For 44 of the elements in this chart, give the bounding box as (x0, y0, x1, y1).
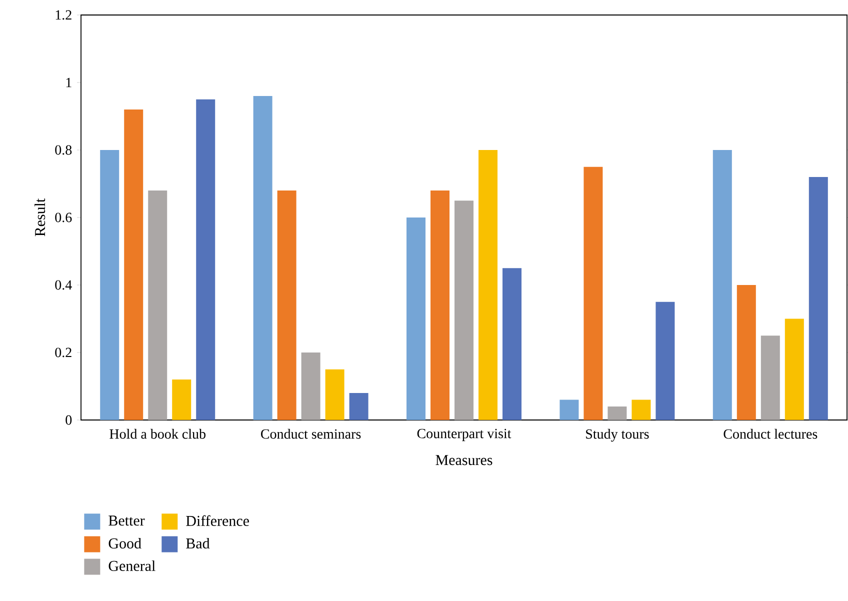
bar (478, 150, 498, 420)
y-tick-label: 1.2 (56, 10, 72, 20)
bar (760, 336, 780, 420)
legend-label: Difference (186, 515, 249, 526)
bar (124, 109, 144, 420)
bar (584, 166, 603, 420)
legend-label: Bad (186, 538, 210, 549)
x-axis-title: Measures (436, 455, 492, 466)
y-tick-label: 0.4 (55, 280, 72, 290)
y-tick-label: 0.2 (55, 348, 72, 358)
bar (608, 406, 627, 420)
bar (349, 393, 368, 420)
bar (100, 150, 120, 420)
bar (253, 96, 272, 420)
bar (712, 150, 732, 420)
bar (656, 302, 675, 420)
bar (632, 400, 651, 420)
bar (301, 352, 320, 420)
bar (148, 190, 168, 420)
x-tick-label: Conduct seminars (261, 428, 361, 439)
x-tick-label: Study tours (586, 428, 649, 442)
bar (325, 369, 344, 420)
legend-label: General (108, 560, 156, 571)
y-tick-label: 1 (66, 78, 72, 88)
bar (406, 217, 426, 420)
bar (502, 268, 522, 420)
legend-label: Good (108, 538, 142, 549)
x-tick-label: Hold a book club (110, 428, 206, 439)
y-tick-label: 0.6 (55, 212, 72, 222)
bar (808, 176, 828, 420)
bar (736, 285, 756, 420)
y-tick-label: 0.8 (55, 145, 72, 155)
x-tick-label: Conduct lectures (724, 428, 818, 439)
bar (430, 190, 450, 420)
x-tick-label: Counterpart visit (417, 428, 512, 442)
bar (560, 400, 579, 420)
bar (277, 190, 296, 420)
bar (172, 380, 192, 420)
bar (784, 318, 804, 420)
y-tick-label: 0 (66, 415, 72, 425)
y-axis-title: Result (34, 198, 46, 236)
legend-label: Better (108, 516, 145, 526)
bar (454, 200, 474, 420)
bar (196, 99, 216, 420)
